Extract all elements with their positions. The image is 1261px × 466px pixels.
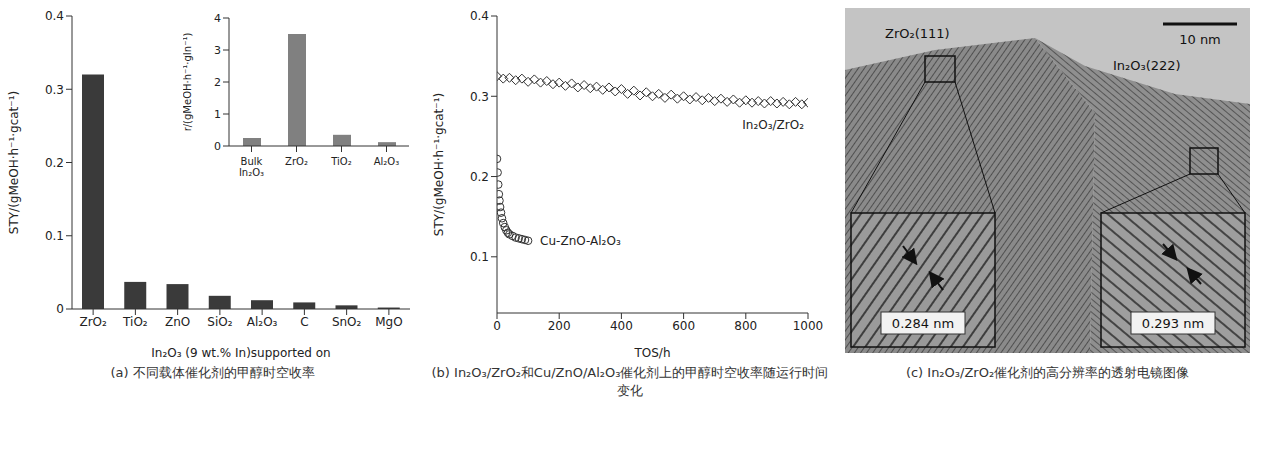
- svg-text:800: 800: [734, 319, 757, 333]
- svg-text:Al₂O₃: Al₂O₃: [247, 315, 278, 329]
- svg-text:0.4: 0.4: [470, 9, 489, 23]
- svg-text:0.2: 0.2: [470, 170, 489, 184]
- svg-text:0.3: 0.3: [470, 90, 489, 104]
- svg-text:0.1: 0.1: [45, 229, 64, 243]
- svg-text:0.1: 0.1: [470, 250, 489, 264]
- svg-text:0.2: 0.2: [45, 156, 64, 170]
- svg-text:0: 0: [214, 140, 221, 153]
- svg-text:r/(gMeOH·h⁻¹·gIn⁻¹): r/(gMeOH·h⁻¹·gIn⁻¹): [183, 33, 193, 132]
- svg-text:ZrO₂: ZrO₂: [285, 156, 308, 167]
- svg-text:10 nm: 10 nm: [1179, 32, 1221, 47]
- svg-text:TOS/h: TOS/h: [633, 346, 670, 360]
- svg-text:ZrO₂(111): ZrO₂(111): [885, 26, 950, 41]
- svg-text:0.284 nm: 0.284 nm: [892, 316, 954, 331]
- svg-text:In₂O₃ (9 wt.% In)supported on: In₂O₃ (9 wt.% In)supported on: [151, 346, 330, 360]
- svg-text:In₂O₃/ZrO₂: In₂O₃/ZrO₂: [742, 118, 804, 132]
- svg-text:C: C: [300, 315, 308, 329]
- svg-text:200: 200: [548, 319, 571, 333]
- svg-text:STY/(gMeOH·h⁻¹·gcat⁻¹): STY/(gMeOH·h⁻¹·gcat⁻¹): [432, 93, 446, 236]
- svg-text:0.4: 0.4: [45, 9, 64, 23]
- svg-text:STY/(gMeOH·h⁻¹·gcat⁻¹): STY/(gMeOH·h⁻¹·gcat⁻¹): [7, 91, 21, 234]
- svg-text:400: 400: [610, 319, 633, 333]
- svg-text:0.3: 0.3: [45, 83, 64, 97]
- svg-text:3: 3: [214, 44, 221, 57]
- svg-text:MgO: MgO: [375, 315, 402, 329]
- svg-text:600: 600: [672, 319, 695, 333]
- svg-text:In₂O₃(222): In₂O₃(222): [1113, 58, 1181, 73]
- svg-text:SnO₂: SnO₂: [332, 315, 362, 329]
- svg-text:ZrO₂: ZrO₂: [79, 315, 107, 329]
- svg-text:4: 4: [214, 12, 221, 25]
- svg-text:SiO₂: SiO₂: [207, 315, 232, 329]
- svg-text:BulkIn₂O₃: BulkIn₂O₃: [239, 156, 264, 178]
- svg-text:Al₂O₃: Al₂O₃: [374, 156, 400, 167]
- svg-text:Cu-ZnO-Al₂O₃: Cu-ZnO-Al₂O₃: [540, 234, 621, 248]
- svg-text:0.293 nm: 0.293 nm: [1142, 316, 1204, 331]
- svg-text:TiO₂: TiO₂: [330, 156, 351, 167]
- svg-text:ZnO: ZnO: [165, 315, 190, 329]
- svg-text:0: 0: [56, 302, 64, 316]
- svg-text:0: 0: [493, 319, 501, 333]
- html-text:(a) 不同载体催化剂的甲醇时空收率: (a) 不同载体催化剂的甲醇时空收率: [110, 365, 315, 380]
- svg-text:1: 1: [214, 108, 221, 121]
- svg-text:1000: 1000: [793, 319, 824, 333]
- html-text:(c) In₂O₃/ZrO₂催化剂的高分辨率的透射电镜图像: (c) In₂O₃/ZrO₂催化剂的高分辨率的透射电镜图像: [905, 365, 1190, 380]
- svg-text:TiO₂: TiO₂: [122, 315, 148, 329]
- html-text:(b) In₂O₃/ZrO₂和Cu/ZnO/Al₂O₃催化剂: (b) In₂O₃/ZrO₂和Cu/ZnO/Al₂O₃催化剂上的甲醇时空收率随运…: [431, 365, 829, 398]
- svg-text:2: 2: [214, 76, 221, 89]
